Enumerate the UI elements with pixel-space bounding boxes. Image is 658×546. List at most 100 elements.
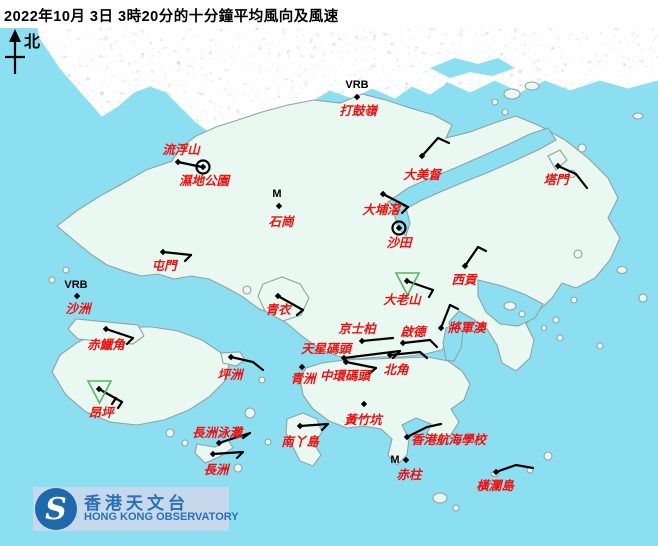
station-dot: [437, 324, 445, 332]
station-tuen-mun: 屯門: [151, 248, 193, 273]
small-islands: [48, 81, 648, 512]
station-label: 大老山: [383, 293, 422, 307]
station-dot: [461, 262, 469, 270]
station-label: 青衣: [265, 303, 293, 317]
station-dot: [399, 339, 407, 347]
station-dot: [174, 158, 182, 166]
hko-logo-chinese: 香港天文台: [84, 493, 189, 513]
wind-barb-feather: [235, 450, 245, 460]
station-label: 青洲: [290, 372, 318, 386]
wind-barb-feather: [295, 308, 305, 317]
wind-barb-shaft: [439, 303, 452, 330]
wind-barb-feather: [125, 336, 135, 346]
station-label: 濕地公園: [179, 174, 232, 188]
station-lamma-island: 南丫島: [281, 422, 330, 449]
wind-barb-shaft: [556, 164, 589, 190]
wind-barb-feather: [391, 349, 402, 360]
status-label: M: [272, 188, 281, 200]
junk-bay: [442, 323, 464, 362]
station-label: 沙洲: [65, 302, 93, 316]
station-label: 橫瀾島: [476, 479, 515, 493]
wind-barb-feather: [436, 136, 451, 145]
wind-barb-shaft: [276, 294, 305, 312]
station-label: 香港航海學校: [411, 433, 489, 447]
station-dot: [298, 363, 306, 371]
wind-barb-feather: [241, 431, 252, 440]
wind-barb-feather: [320, 422, 330, 432]
wind-barb-feather: [183, 253, 193, 263]
station-label: 啟德: [399, 325, 428, 339]
wind-barb-shaft: [405, 422, 443, 439]
station-dot: [102, 325, 110, 333]
station-dot: [492, 468, 500, 476]
starling-inlet: [430, 58, 515, 78]
wind-barb-feather: [448, 303, 460, 311]
station-sha-chau: VRB 沙洲: [64, 279, 93, 316]
station-kai-tak: 啟德: [399, 325, 439, 349]
station-wetland-park: 濕地公園: [179, 159, 232, 188]
station-stanley: M 赤柱: [390, 454, 424, 482]
wind-barb-feather: [116, 400, 124, 410]
tolo-harbour: [386, 127, 557, 211]
wind-barb-feather: [427, 288, 435, 299]
station-sai-kung: 西貢: [451, 245, 488, 287]
station-label: 長洲: [203, 463, 231, 477]
station-ngong-ping: 昂坪: [86, 380, 124, 420]
wind-barb-shaft: [104, 327, 135, 340]
station-dot: [159, 248, 167, 256]
station-label: 中環碼頭: [320, 369, 373, 383]
wind-barb-shaft: [97, 387, 124, 404]
station-waglan-island: 橫瀾島: [476, 463, 535, 493]
station-cheung-chau: 長洲: [203, 450, 245, 477]
station-central-pier: 中環碼頭: [320, 358, 378, 383]
calm-circle: [195, 159, 211, 175]
station-dot: [353, 93, 361, 101]
station-peng-chau: 坪洲: [217, 353, 265, 382]
station-kings-park: 京士柏: [338, 322, 395, 345]
station-dot: [395, 224, 403, 232]
station-label: 赤柱: [396, 468, 424, 482]
north-arrow: 北: [5, 29, 40, 74]
station-tates-cairn: 大老山: [383, 272, 435, 307]
station-label: 黃竹坑: [343, 413, 384, 427]
wind-barb-shaft: [161, 250, 193, 257]
station-label: 大埔滘: [362, 203, 402, 217]
station-label: 石崗: [268, 215, 295, 229]
wind-barb-shaft: [344, 360, 378, 370]
station-dot: [296, 422, 304, 430]
station-tsing-yi: 青衣: [265, 292, 305, 317]
station-label: 屯門: [151, 259, 179, 273]
triangle-marker: [394, 272, 421, 297]
station-tai-mei-tuk: 大美督: [403, 136, 451, 182]
hko-logo-english: HONG KONG OBSERVATORY: [84, 511, 239, 524]
wind-barb-shaft: [463, 245, 480, 268]
wind-barb-shaft: [360, 336, 395, 343]
station-label: 天星碼頭: [301, 342, 354, 356]
wind-barb-shaft: [176, 160, 204, 169]
station-dot: [554, 162, 562, 170]
station-shek-kong: M 石崗: [268, 188, 295, 229]
page-title: 2022年10月 3日 3時20分的十分鐘平均風向及風速: [0, 0, 658, 28]
station-label: 西貢: [451, 273, 479, 287]
station-tap-mun: 塔門: [543, 162, 589, 190]
wind-barb-shaft: [405, 279, 435, 292]
station-hk-sea-school: 香港航海學校: [403, 422, 489, 447]
station-dot: [358, 337, 366, 345]
station-lau-fau-shan: 流浮山: [162, 143, 204, 169]
station-label: 北角: [383, 363, 410, 377]
wind-barb-shaft: [420, 136, 440, 158]
wind-barb-shaft: [401, 338, 432, 345]
wind-barb-feather: [476, 245, 488, 253]
station-label: 流浮山: [162, 143, 201, 157]
station-cheung-chau-beach: 長洲泳灘: [192, 426, 252, 447]
station-dot: [342, 358, 350, 366]
station-dot: [403, 277, 411, 285]
wind-barb-feather: [428, 338, 439, 349]
wind-barb-feather: [418, 350, 429, 360]
station-label: 赤鱲角: [87, 338, 126, 352]
wind-barb-shaft: [217, 431, 252, 445]
station-dot: [227, 353, 235, 361]
wind-barb-feather: [367, 366, 378, 376]
station-label: 京士柏: [338, 322, 377, 336]
